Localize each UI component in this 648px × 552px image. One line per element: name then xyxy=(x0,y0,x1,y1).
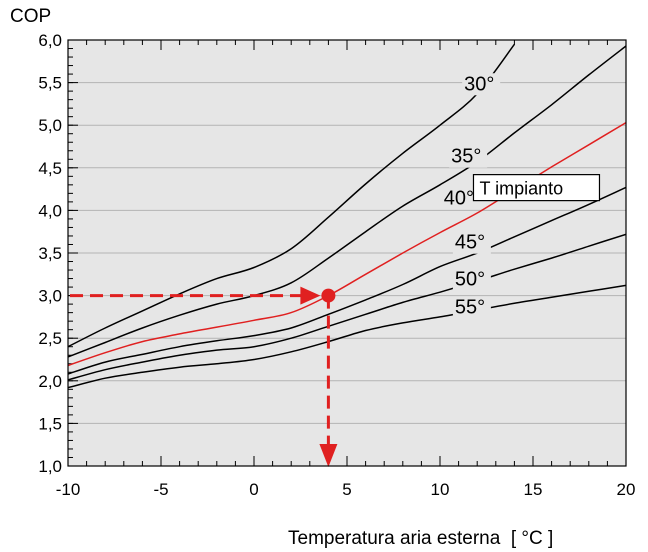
curve-35deg xyxy=(68,45,626,358)
y-axis-title: COP xyxy=(10,6,51,27)
y-tick-label: 2,0 xyxy=(38,372,62,391)
y-tick-label: 3,0 xyxy=(38,287,62,306)
curve-label: 40° xyxy=(444,187,474,209)
x-tick-label: 10 xyxy=(431,480,450,499)
arrow-head-right xyxy=(300,286,321,305)
curve-55deg xyxy=(68,284,626,389)
y-tick-label: 1,5 xyxy=(38,414,62,433)
annotation-box-label: T impianto xyxy=(479,179,563,199)
curve-label-bg xyxy=(441,187,480,210)
curve-label: 30° xyxy=(464,73,494,95)
x-tick-label: 15 xyxy=(524,480,543,499)
curve-labels: 30° 35° 40° 45° 50° 55° xyxy=(441,73,501,319)
y-tick-label: 4,5 xyxy=(38,159,62,178)
y-tick-label: 1,0 xyxy=(38,457,62,476)
y-tick-label: 4,0 xyxy=(38,201,62,220)
operating-point xyxy=(321,288,336,303)
x-tick-label: -5 xyxy=(153,480,168,499)
x-axis-title: Temperatura aria esterna [ °C ] xyxy=(288,528,553,549)
curve-label-bg xyxy=(449,145,488,168)
x-tick-labels: -10 -5 0 5 10 15 20 xyxy=(56,480,636,499)
x-tick-label: 0 xyxy=(249,480,258,499)
curve-label: 55° xyxy=(455,296,485,318)
curve-50deg xyxy=(68,233,626,381)
y-tick-labels: 1,0 1,5 2,0 2,5 3,0 3,5 4,0 4,5 5,0 5,5 6,0 xyxy=(38,31,62,476)
annotation-box xyxy=(472,174,601,202)
curve-label-bg xyxy=(462,73,501,96)
curve-label: 35° xyxy=(451,146,481,168)
arrow-head-down xyxy=(319,444,338,467)
curve-label-bg xyxy=(452,296,491,319)
y-tick-label: 2,5 xyxy=(38,329,62,348)
curve-30deg xyxy=(68,43,515,348)
curve-label-bg xyxy=(452,268,491,291)
y-tick-label: 3,5 xyxy=(38,244,62,263)
curve-label: 50° xyxy=(455,268,485,290)
curve-label: 45° xyxy=(455,232,485,254)
y-tick-label: 5,0 xyxy=(38,116,62,135)
x-tick-label: 5 xyxy=(342,480,351,499)
y-tick-label: 6,0 xyxy=(38,31,62,50)
annotation: T impianto xyxy=(70,174,601,467)
plot-frame xyxy=(67,39,627,467)
curve-45deg xyxy=(68,186,626,375)
x-tick-label: -10 xyxy=(56,480,81,499)
y-tick-label: 5,5 xyxy=(38,74,62,93)
curve-label-bg xyxy=(452,231,491,254)
x-tick-label: 20 xyxy=(617,480,636,499)
